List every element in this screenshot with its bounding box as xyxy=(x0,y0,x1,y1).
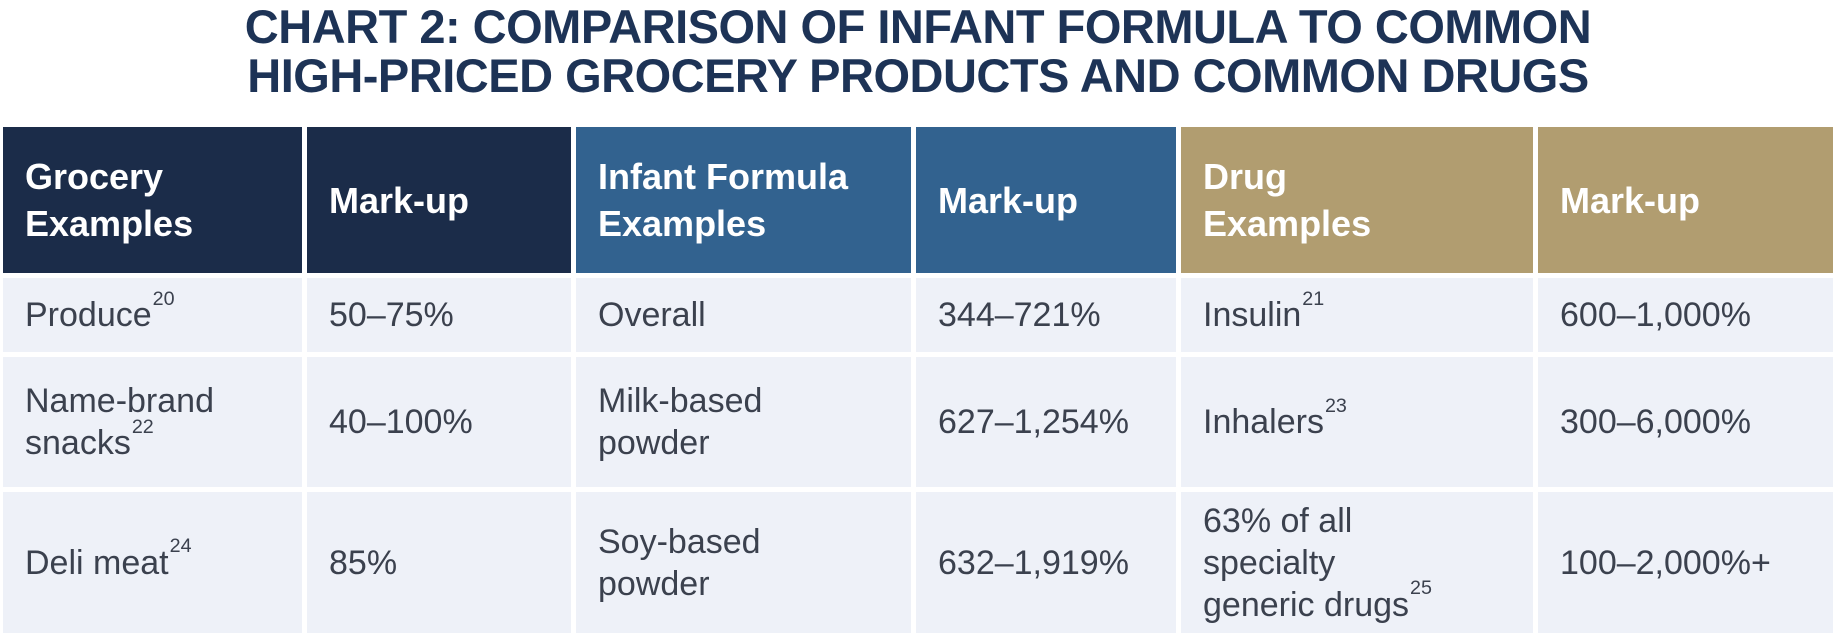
footnote-ref: 21 xyxy=(1302,287,1325,310)
cell-text: 300–6,000% xyxy=(1560,403,1751,441)
header-label: Mark-up xyxy=(1560,179,1701,221)
cell-text: Soy-based powder xyxy=(598,522,761,603)
cell-formula-overall: Overall xyxy=(576,278,911,352)
cell-inhalers-markup: 300–6,000% xyxy=(1538,357,1833,487)
cell-text: Deli meat xyxy=(25,543,169,582)
footnote-ref: 20 xyxy=(152,287,175,310)
header-drug-markup: Mark-up xyxy=(1538,127,1833,273)
cell-formula-overall-markup: 344–721% xyxy=(916,278,1176,352)
header-grocery-markup: Mark-up xyxy=(307,127,571,273)
cell-specialty-generic-drugs: 63% of all specialty generic drugs25 xyxy=(1181,492,1533,633)
header-label: Mark-up xyxy=(329,179,470,221)
cell-insulin-markup: 600–1,000% xyxy=(1538,278,1833,352)
chart-title-line2: HIGH-PRICED GROCERY PRODUCTS AND COMMON … xyxy=(247,49,1589,102)
cell-name-brand-snacks: Name-brand snacks22 xyxy=(3,357,302,487)
cell-text: 63% of all specialty generic drugs xyxy=(1203,501,1410,624)
cell-text: Produce xyxy=(25,296,152,334)
cell-soy-powder-markup: 632–1,919% xyxy=(916,492,1176,633)
header-label: Mark-up xyxy=(938,179,1079,221)
header-grocery-examples: Grocery Examples xyxy=(3,127,302,273)
cell-text: 100–2,000%+ xyxy=(1560,543,1771,582)
footnote-ref: 23 xyxy=(1324,394,1347,417)
header-drug-examples: Drug Examples xyxy=(1181,127,1533,273)
cell-text: 344–721% xyxy=(938,296,1101,334)
cell-milk-based-powder: Milk-based powder xyxy=(576,357,911,487)
footnote-ref: 22 xyxy=(131,415,154,438)
cell-text: 632–1,919% xyxy=(938,543,1129,582)
cell-text: 40–100% xyxy=(329,403,473,441)
cell-produce: Produce20 xyxy=(3,278,302,352)
cell-deli-meat: Deli meat24 xyxy=(3,492,302,633)
cell-text: Milk-based powder xyxy=(598,382,763,462)
chart-title: CHART 2: COMPARISON OF INFANT FORMULA TO… xyxy=(0,0,1836,100)
header-label: Grocery Examples xyxy=(25,156,194,244)
cell-text: 627–1,254% xyxy=(938,403,1129,441)
header-label: Drug Examples xyxy=(1203,156,1372,244)
cell-milk-powder-markup: 627–1,254% xyxy=(916,357,1176,487)
comparison-table: Grocery Examples Mark-up Infant Formula … xyxy=(3,127,1833,633)
header-label: Infant Formula Examples xyxy=(598,156,848,244)
cell-text: Overall xyxy=(598,296,706,334)
cell-text: 50–75% xyxy=(329,296,454,334)
cell-text: Name-brand snacks xyxy=(25,382,214,462)
footnote-ref: 25 xyxy=(1410,577,1432,600)
cell-produce-markup: 50–75% xyxy=(307,278,571,352)
cell-text: Inhalers xyxy=(1203,403,1324,441)
footnote-ref: 24 xyxy=(169,535,192,558)
chart-title-line1: CHART 2: COMPARISON OF INFANT FORMULA TO… xyxy=(244,0,1592,53)
cell-soy-based-powder: Soy-based powder xyxy=(576,492,911,633)
header-formula-markup: Mark-up xyxy=(916,127,1176,273)
cell-snacks-markup: 40–100% xyxy=(307,357,571,487)
cell-deli-meat-markup: 85% xyxy=(307,492,571,633)
cell-text: 85% xyxy=(329,543,398,582)
cell-text: 600–1,000% xyxy=(1560,296,1751,334)
cell-text: Insulin xyxy=(1203,296,1302,334)
cell-insulin: Insulin21 xyxy=(1181,278,1533,352)
header-infant-formula-examples: Infant Formula Examples xyxy=(576,127,911,273)
cell-specialty-drugs-markup: 100–2,000%+ xyxy=(1538,492,1833,633)
cell-inhalers: Inhalers23 xyxy=(1181,357,1533,487)
